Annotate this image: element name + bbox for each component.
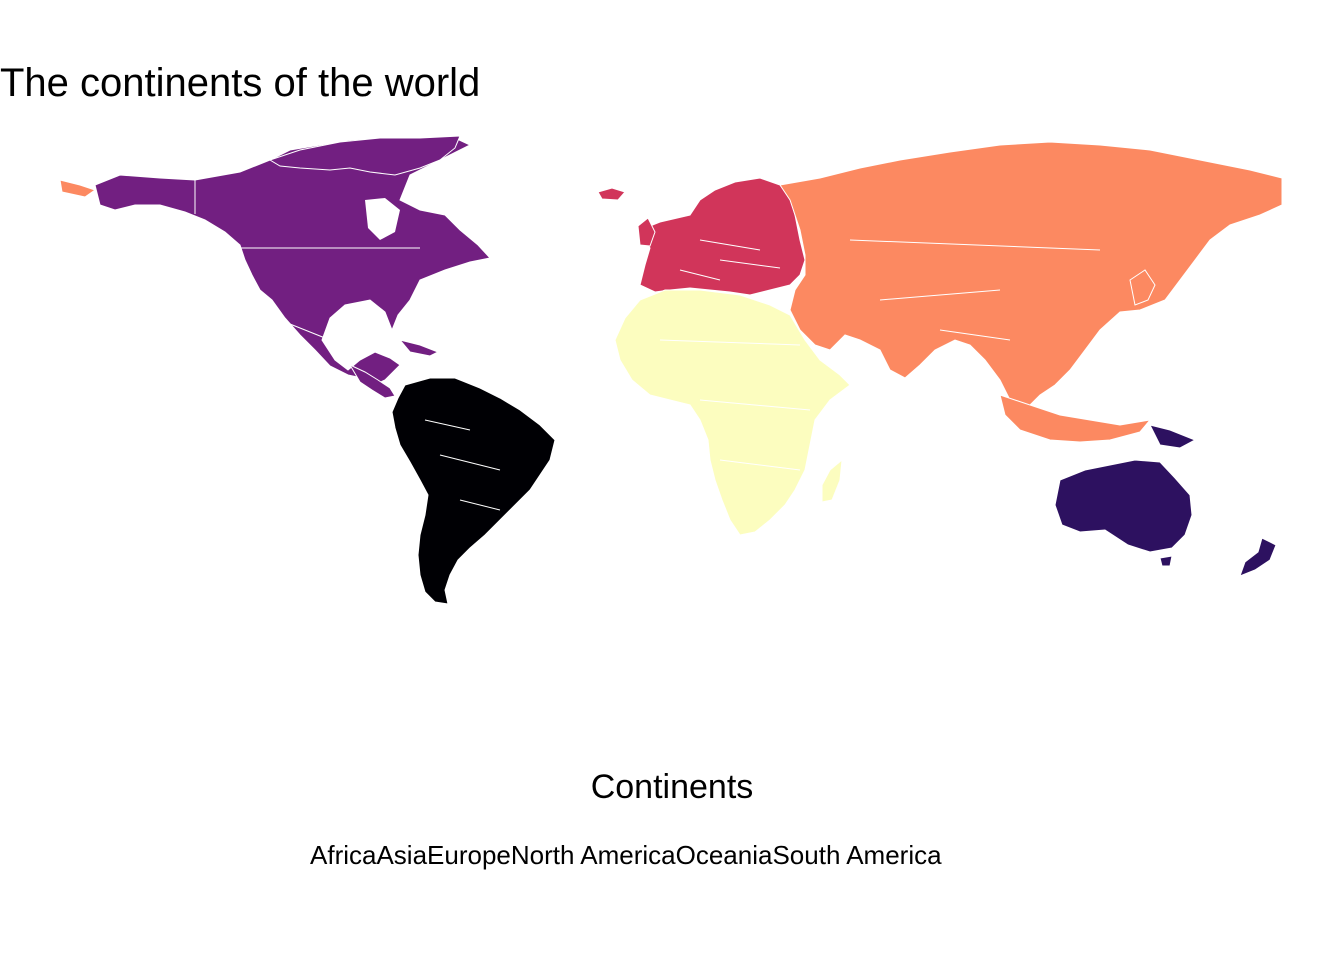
central-america-shape (348, 363, 396, 399)
japan-shape (1129, 269, 1156, 306)
tasmania-shape (1159, 555, 1173, 567)
legend-item-europe: Europe (427, 822, 511, 870)
new-zealand-shape (1239, 537, 1277, 577)
legend-label-asia: Asia (376, 840, 428, 870)
legend-label-oceania: Oceania (675, 840, 773, 870)
australia-shape (1054, 459, 1193, 553)
world-map (59, 135, 1283, 605)
legend-label-europe: Europe (427, 840, 511, 870)
asia-far-east-sliver (59, 179, 97, 198)
europe-region (597, 177, 806, 296)
indonesia-shape (999, 394, 1152, 443)
asia-shape (779, 141, 1283, 411)
uk-shape (637, 217, 656, 247)
madagascar-shape (821, 458, 843, 503)
north-america-region (59, 135, 491, 399)
caribbean-shape (398, 339, 440, 357)
legend-label-south-america: South America (772, 840, 942, 870)
legend-title: Continents (590, 768, 754, 806)
legend-item-north-america: North America (511, 822, 676, 870)
legend-item-south-america: South America (772, 822, 941, 870)
hudson-bay (365, 198, 400, 240)
africa-shape (614, 289, 851, 536)
legend-item-asia: Asia (376, 822, 427, 870)
greenland-shape (268, 135, 461, 176)
south-america-shape (391, 377, 556, 605)
oceania-region (1054, 424, 1277, 577)
legend-item-africa: Africa (310, 822, 376, 870)
legend-item-oceania: Oceania (676, 822, 773, 870)
africa-region (614, 289, 851, 536)
legend: Africa Asia Europe North America Oceania… (310, 822, 942, 870)
europe-shape (639, 177, 806, 296)
south-america-region (391, 377, 556, 605)
legend-label-north-america: North America (510, 840, 676, 870)
new-guinea-shape (1149, 424, 1197, 449)
legend-label-africa: Africa (310, 840, 377, 870)
map-title: The continents of the world (0, 61, 481, 105)
asia-region (779, 141, 1283, 443)
iceland-shape (597, 187, 626, 201)
